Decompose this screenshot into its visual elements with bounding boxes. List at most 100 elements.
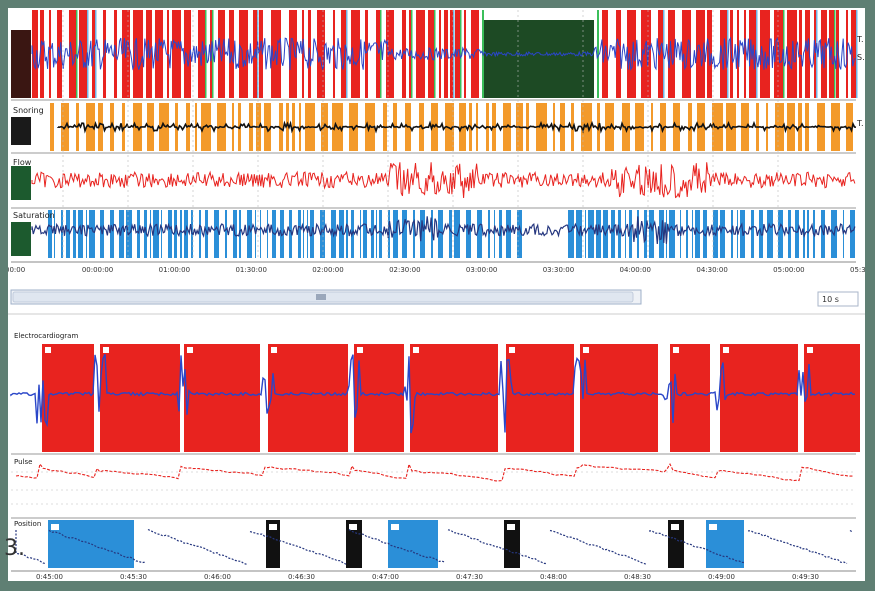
oximetry-channel-tag xyxy=(11,222,31,256)
ecg-event-epoch xyxy=(670,344,710,452)
snoring-signal xyxy=(57,120,857,134)
event-bar xyxy=(821,10,827,98)
zoom-select[interactable] xyxy=(817,291,859,307)
event-marker xyxy=(856,10,858,98)
detail-time-tick: 0:47:30 xyxy=(456,573,483,581)
epoch-flag-icon xyxy=(723,347,729,353)
desaturation-bar xyxy=(703,210,707,258)
desaturation-bar xyxy=(289,210,292,258)
desaturation-bar xyxy=(431,210,433,258)
desaturation-bar xyxy=(488,210,490,258)
snore-event-bar xyxy=(286,103,289,151)
event-bar xyxy=(69,10,76,98)
desaturation-bar xyxy=(346,210,348,258)
snore-event-bar xyxy=(349,103,358,151)
desaturation-bar xyxy=(339,210,344,258)
desaturation-bar xyxy=(788,210,791,258)
ecg-track-label: Electrocardiogram xyxy=(14,332,78,340)
epoch-flag-icon xyxy=(187,347,193,353)
desaturation-bar xyxy=(360,210,361,258)
event-bar xyxy=(774,10,783,98)
desaturation-bar xyxy=(168,210,172,258)
event-bar xyxy=(365,10,368,98)
desaturation-bar xyxy=(449,210,452,258)
desaturation-bar xyxy=(625,210,626,258)
snoring-track-label: Snoring xyxy=(13,106,44,115)
event-bar xyxy=(444,10,448,98)
snore-event-bar xyxy=(98,103,103,151)
desaturation-bar xyxy=(695,210,700,258)
event-marker xyxy=(756,10,758,98)
epoch-flag-icon xyxy=(709,524,717,530)
ecg-signal xyxy=(10,354,856,434)
event-bar xyxy=(253,10,257,98)
snore-event-bar xyxy=(279,103,283,151)
overview-time-tick: 05:00:00 xyxy=(773,266,804,274)
desaturation-bar xyxy=(214,210,219,258)
event-bar xyxy=(32,10,38,98)
snore-event-bar xyxy=(159,103,169,151)
desaturation-bar xyxy=(137,210,140,258)
pulse-track-label: Pulse xyxy=(14,458,32,466)
snore-event-bar xyxy=(110,103,114,151)
flow-track-label: Flow xyxy=(13,158,32,167)
detail-time-tick: 0:46:30 xyxy=(288,573,315,581)
desaturation-bar xyxy=(778,210,783,258)
desaturation-bar xyxy=(161,210,162,258)
epoch-flag-icon xyxy=(269,524,277,530)
event-bar xyxy=(851,10,856,98)
desaturation-bar xyxy=(307,210,308,258)
overview-time-tick: 01:30:00 xyxy=(235,266,266,274)
desaturation-bar xyxy=(153,210,159,258)
desaturation-bar xyxy=(260,210,261,258)
desaturation-bar xyxy=(205,210,208,258)
snore-event-bar xyxy=(688,103,692,151)
detail-time-tick: 0:45:00 xyxy=(36,573,63,581)
desaturation-bar xyxy=(363,210,367,258)
desaturation-bar xyxy=(767,210,773,258)
overview-time-tick: 02:30:00 xyxy=(389,266,420,274)
ecg-event-epoch xyxy=(268,344,348,452)
snore-event-bar xyxy=(526,103,529,151)
desaturation-bar xyxy=(267,210,268,258)
desaturation-bar xyxy=(298,210,301,258)
desaturation-bar xyxy=(376,210,377,258)
overview-time-tick: 00:00 xyxy=(8,266,25,274)
desaturation-bar xyxy=(174,210,177,258)
event-bar xyxy=(641,10,651,98)
desaturation-bar xyxy=(807,210,809,258)
event-bar xyxy=(317,10,325,98)
right-margin-mark: T. xyxy=(856,119,863,128)
flow-channel-tag xyxy=(11,166,31,200)
ecg-event-epoch xyxy=(410,344,498,452)
event-marker xyxy=(453,10,455,98)
desaturation-bar xyxy=(280,210,284,258)
event-bar xyxy=(471,10,479,98)
pulse-signal xyxy=(15,462,853,482)
overview-time-tick: 00:00:00 xyxy=(82,266,113,274)
event-bar xyxy=(49,10,51,98)
desaturation-bar xyxy=(686,210,688,258)
desaturation-bar xyxy=(247,210,252,258)
desaturation-bar xyxy=(850,210,855,258)
eeg-signal xyxy=(31,36,856,71)
epoch-flag-icon xyxy=(507,524,515,530)
event-bar xyxy=(805,10,810,98)
event-bar xyxy=(218,10,225,98)
snore-event-bar xyxy=(536,103,547,151)
desaturation-bar xyxy=(320,210,325,258)
desaturation-bar xyxy=(720,210,725,258)
ecg-event-epoch xyxy=(42,344,94,452)
epoch-flag-icon xyxy=(271,347,277,353)
ecg-event-epoch xyxy=(506,344,574,452)
snore-event-bar xyxy=(201,103,211,151)
event-bar xyxy=(302,10,304,98)
overview-time-tick: 02:00:00 xyxy=(312,266,343,274)
event-marker xyxy=(597,10,599,98)
desaturation-bar xyxy=(402,210,407,258)
event-bar xyxy=(259,10,263,98)
position-signal xyxy=(15,528,854,565)
event-bar xyxy=(814,10,816,98)
snoring-channel-tag xyxy=(11,117,31,145)
event-marker xyxy=(95,10,97,98)
